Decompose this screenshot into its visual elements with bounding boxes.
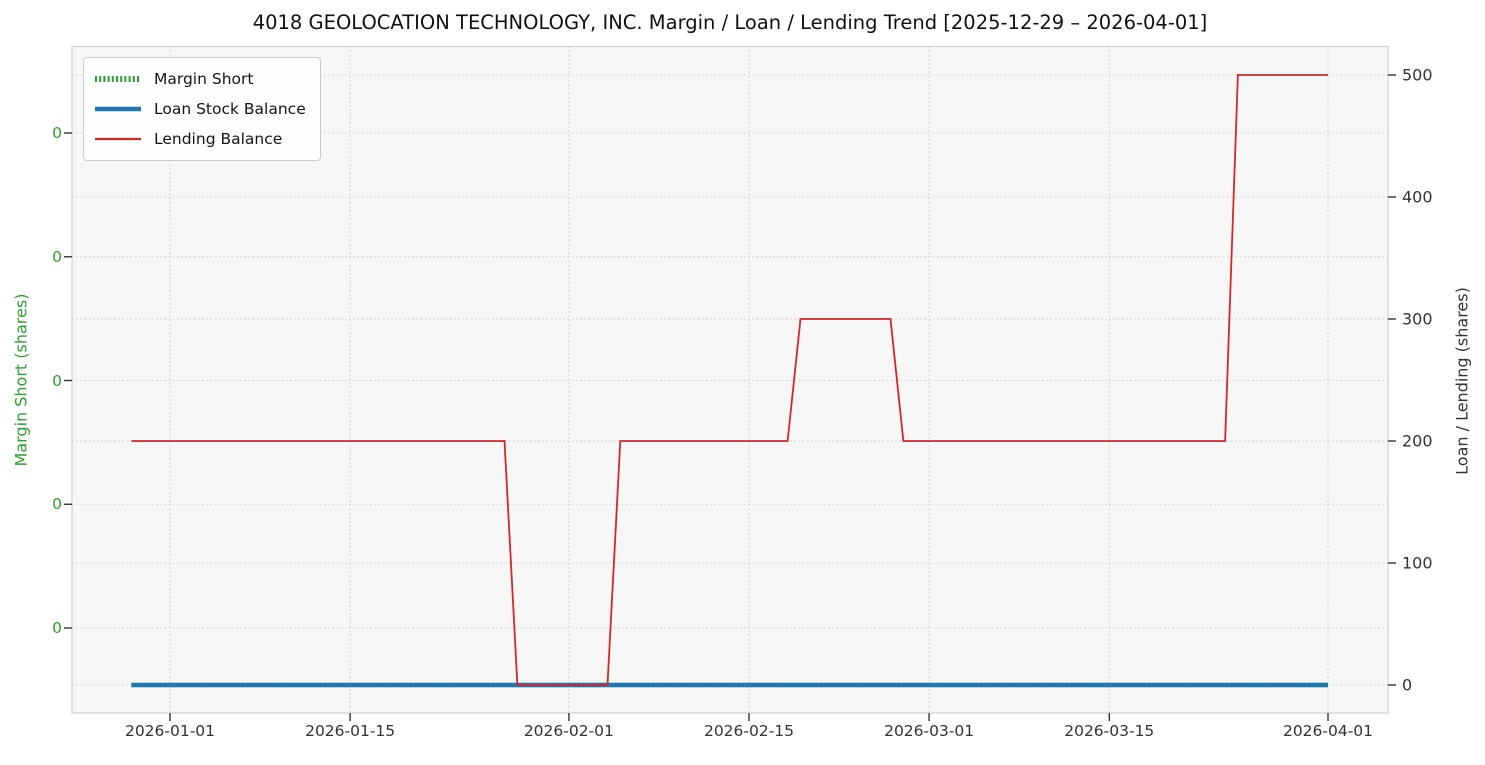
legend-item: Loan Stock Balance xyxy=(94,94,306,124)
x-tick-label: 2026-03-15 xyxy=(1064,722,1155,740)
left-y-tick-label: 0 xyxy=(52,371,62,390)
legend-label: Lending Balance xyxy=(154,130,283,148)
right-y-tick-label: 500 xyxy=(1402,65,1433,85)
x-tick-label: 2026-01-01 xyxy=(124,722,216,740)
legend: Margin Short Loan Stock Balance Lending Ba… xyxy=(83,57,321,161)
right-y-tick-label: 300 xyxy=(1402,309,1433,329)
right-y-tick-label: 400 xyxy=(1402,187,1433,207)
legend-label: Margin Short xyxy=(154,70,254,88)
right-y-tick-label: 100 xyxy=(1402,553,1433,573)
chart-title: 4018 GEOLOCATION TECHNOLOGY, INC. Margin… xyxy=(252,11,1208,34)
right-y-tick-label: 200 xyxy=(1402,431,1433,451)
legend-item: Lending Balance xyxy=(94,124,306,154)
x-tick-label: 2026-01-15 xyxy=(305,722,396,740)
left-y-tick-label: 0 xyxy=(52,495,62,514)
x-tick-label: 2026-02-01 xyxy=(523,722,614,740)
legend-item: Margin Short xyxy=(94,64,306,94)
right-axis-label: Loan / Lending (shares) xyxy=(1452,287,1472,475)
legend-swatch-dotted-thick xyxy=(95,76,141,82)
left-y-tick-label: 0 xyxy=(52,124,62,142)
left-y-tick-label: 0 xyxy=(52,619,62,637)
legend-label: Loan Stock Balance xyxy=(154,100,306,118)
legend-swatch-solid-thick xyxy=(95,106,141,112)
x-tick-label: 2026-02-15 xyxy=(703,722,795,740)
right-y-tick-label: 0 xyxy=(1402,675,1413,695)
left-y-tick-label: 0 xyxy=(52,247,62,266)
legend-swatch-solid-thin xyxy=(95,137,141,141)
x-tick-label: 2026-03-01 xyxy=(884,722,975,740)
x-tick-label: 2026-04-01 xyxy=(1282,722,1374,740)
